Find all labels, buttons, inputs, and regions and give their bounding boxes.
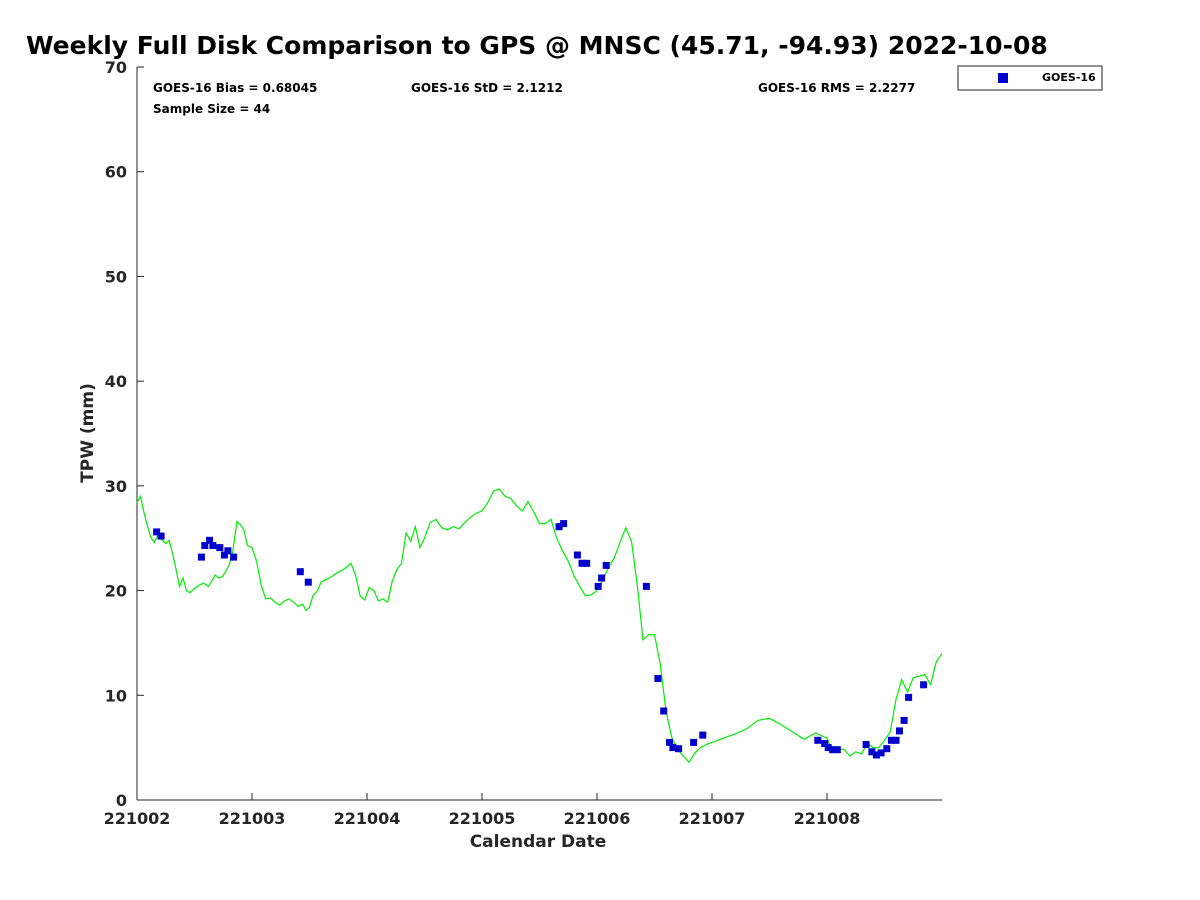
goes16-data-point: [877, 749, 885, 757]
legend-box: [957, 65, 1103, 91]
goes16-data-point: [868, 748, 876, 756]
goes16-data-point: [642, 582, 650, 590]
plot-background: [137, 67, 942, 800]
goes16-data-point: [583, 559, 591, 567]
legend: GOES-16: [957, 65, 1103, 91]
goes16-data-point: [201, 542, 209, 549]
goes16-data-point: [555, 523, 563, 531]
x-axis-ticks: 221002 221003 221004 221005 221006 221007 2210…: [104, 793, 861, 828]
legend-label-goes16: GOES-16: [1042, 71, 1096, 84]
goes16-marker-series: [153, 520, 928, 759]
y-axis-ticks: 0 10 20 30 40 50 60 70: [105, 58, 144, 810]
goes16-data-point: [666, 738, 673, 746]
goes16-data-point: [602, 561, 610, 569]
goes16-data-point: [829, 746, 837, 754]
goes16-data-point: [216, 544, 224, 552]
goes16-data-point: [892, 736, 900, 744]
bias-stat: GOES-16 Bias = 0.68045: [153, 81, 317, 95]
goes16-data-point: [296, 568, 304, 576]
y-axis-label: TPW (mm): [78, 383, 98, 483]
goes16-data-point: [905, 693, 913, 701]
goes16-data-point: [896, 727, 903, 735]
goes16-data-point: [883, 745, 891, 753]
y-tick-label: 50: [105, 267, 127, 286]
x-tick-label: 221006: [564, 809, 631, 828]
y-tick-label: 60: [105, 163, 127, 182]
goes16-data-point: [206, 536, 213, 544]
goes16-data-point: [669, 744, 677, 752]
y-tick-label: 40: [105, 372, 127, 391]
y-tick-label: 10: [105, 686, 127, 705]
legend-marker-goes16: [998, 73, 1008, 83]
goes16-data-point: [598, 574, 606, 582]
goes16-data-point: [594, 582, 602, 590]
goes16-data-point: [209, 542, 217, 549]
goes16-data-point: [560, 520, 568, 528]
y-tick-label: 0: [116, 791, 127, 810]
goes16-data-point: [224, 547, 232, 555]
sample-size-stat: Sample Size = 44: [153, 102, 270, 116]
x-tick-label: 221007: [679, 809, 746, 828]
goes16-data-point: [699, 731, 707, 739]
goes16-data-point: [153, 528, 161, 536]
goes16-data-point: [157, 532, 165, 540]
goes16-data-point: [920, 681, 928, 689]
goes16-data-point: [824, 744, 832, 752]
y-tick-label: 30: [105, 477, 127, 496]
std-stat: GOES-16 StD = 2.1212: [411, 81, 563, 95]
goes16-data-point: [197, 553, 205, 561]
y-tick-label: 70: [105, 58, 127, 77]
gps-tpw-line: [136, 488, 943, 764]
x-tick-label: 221003: [219, 809, 286, 828]
y-tick-label: 20: [105, 582, 127, 601]
x-tick-label: 221008: [794, 809, 861, 828]
plot-area: 0 10 20 30 40 50 60 70 221002 221003 221004 221005…: [104, 58, 943, 828]
gps-tpw-line-series: [136, 488, 943, 764]
x-tick-label: 221004: [334, 809, 401, 828]
goes16-data-point: [578, 559, 586, 567]
chart-title: Weekly Full Disk Comparison to GPS @ MNS…: [26, 31, 1048, 60]
goes16-data-point: [220, 551, 228, 559]
goes16-data-point: [573, 551, 581, 559]
goes16-data-point: [900, 716, 908, 724]
goes16-data-point: [814, 736, 822, 744]
goes16-data-point: [654, 675, 662, 682]
goes16-data-point: [872, 751, 880, 759]
goes16-data-point: [862, 741, 870, 748]
goes16-data-point: [690, 738, 698, 746]
goes16-data-point: [304, 578, 312, 586]
goes16-data-point: [675, 745, 683, 753]
goes16-data-point: [660, 707, 668, 715]
goes16-data-point: [833, 746, 841, 754]
goes16-data-point: [230, 553, 238, 561]
x-tick-label: 221002: [104, 809, 171, 828]
x-tick-label: 221005: [449, 809, 516, 828]
goes16-data-point: [887, 736, 895, 744]
x-axis-label: Calendar Date: [470, 832, 607, 852]
rms-stat: GOES-16 RMS = 2.2277: [758, 81, 915, 95]
goes16-data-point: [821, 740, 829, 747]
